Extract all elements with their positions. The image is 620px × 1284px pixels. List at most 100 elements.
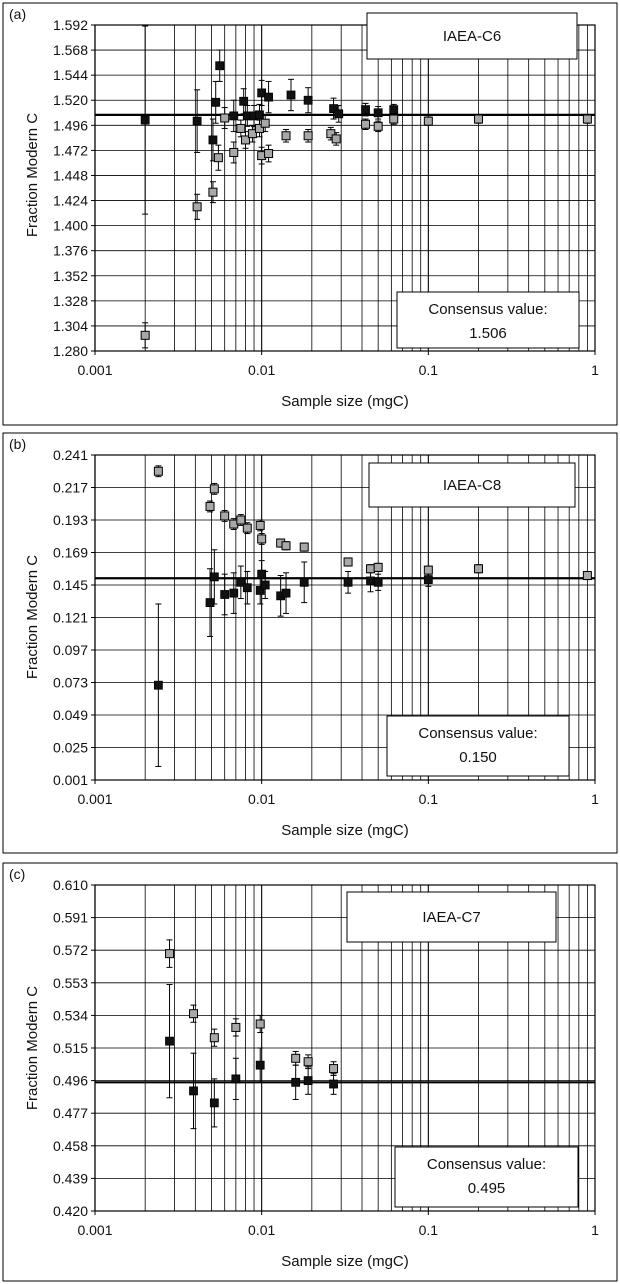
data-point-open	[255, 520, 265, 530]
y-tick-label: 1.472	[53, 142, 88, 158]
data-point-open	[366, 564, 376, 574]
data-point-filled	[242, 583, 252, 593]
data-point-open	[281, 541, 291, 551]
data-point-open	[209, 1033, 219, 1043]
y-tick-label: 1.328	[53, 293, 88, 309]
data-point-filled	[389, 105, 399, 115]
data-point-open	[582, 114, 592, 124]
y-tick-label: 1.448	[53, 167, 88, 183]
y-tick-label: 1.520	[53, 92, 88, 108]
data-point-open	[264, 149, 274, 159]
data-point-filled	[343, 577, 353, 587]
data-point-filled	[373, 108, 383, 118]
sample-name-box	[368, 462, 576, 508]
data-point-filled	[192, 116, 202, 126]
panel-label: (b)	[9, 436, 26, 452]
data-point-filled	[239, 96, 249, 106]
x-tick-label: 0.01	[248, 362, 275, 378]
data-point-filled	[299, 577, 309, 587]
y-tick-label: 0.145	[53, 577, 88, 593]
y-tick-label: 0.610	[53, 877, 88, 893]
data-point-open	[582, 571, 592, 581]
consensus-box	[394, 1146, 579, 1208]
x-axis-label: Sample size (mgC)	[281, 1253, 409, 1270]
data-point-filled	[165, 1036, 174, 1046]
data-point-open	[373, 562, 383, 572]
data-point-filled	[257, 569, 267, 579]
data-point-open	[153, 466, 163, 476]
data-point-filled	[329, 1079, 338, 1089]
data-point-open	[299, 542, 309, 552]
y-tick-label: 1.280	[53, 343, 88, 359]
axes-frame	[94, 24, 596, 352]
y-tick-label: 0.515	[53, 1040, 88, 1056]
series-open-square	[140, 107, 592, 349]
data-point-open	[281, 131, 291, 141]
data-point-filled	[361, 105, 370, 115]
consensus-label: Consensus value:	[418, 725, 537, 742]
x-tick-label: 1	[591, 1222, 599, 1238]
y-tick-label: 0.496	[53, 1073, 88, 1089]
data-point-open	[303, 131, 313, 141]
y-tick-label: 0.049	[53, 707, 88, 723]
data-point-filled	[334, 109, 344, 119]
data-point-open	[343, 557, 353, 567]
data-point-open	[423, 565, 433, 575]
data-point-filled	[209, 1098, 219, 1108]
data-point-open	[140, 330, 150, 340]
y-tick-label: 0.534	[53, 1007, 88, 1023]
y-tick-label: 0.073	[53, 675, 88, 691]
y-tick-label: 1.400	[53, 218, 88, 234]
data-point-open	[291, 1053, 301, 1063]
data-point-filled	[329, 104, 338, 113]
data-point-filled	[220, 590, 230, 599]
data-point-filled	[291, 1077, 301, 1087]
consensus-box	[396, 291, 580, 349]
data-point-filled	[229, 588, 239, 598]
y-tick-label: 1.496	[53, 117, 88, 133]
data-point-open	[373, 121, 383, 131]
x-tick-label: 0.01	[248, 791, 275, 807]
y-tick-label: 0.217	[53, 480, 88, 496]
x-tick-label: 0.001	[77, 1222, 112, 1238]
panel-label: (a)	[9, 6, 26, 22]
consensus-value: 0.495	[468, 1180, 506, 1197]
panel-b: 0.241 0.217 0.193 0.169 0.145 0.121 0.097 0.073…	[2, 432, 618, 854]
y-axis-label: Fraction Modern C	[24, 555, 41, 679]
data-point-open	[241, 135, 251, 145]
y-tick-label: 1.424	[53, 193, 88, 209]
data-point-open	[236, 515, 246, 525]
y-tick-label: 0.572	[53, 942, 88, 958]
data-point-filled	[255, 1060, 265, 1070]
data-point-open	[254, 123, 264, 133]
y-tick-label: 0.420	[53, 1203, 88, 1219]
data-point-filled	[303, 95, 313, 105]
data-point-open	[255, 1019, 265, 1029]
data-point-filled	[205, 598, 215, 608]
panel-c: 0.610 0.591 0.572 0.553 0.534 0.515 0.496 0.477…	[2, 862, 618, 1282]
series-open-square	[153, 465, 592, 581]
y-tick-label: 1.544	[53, 67, 88, 83]
y-tick-label: 0.169	[53, 545, 88, 561]
y-tick-label: 1.376	[53, 243, 88, 259]
data-point-open	[236, 123, 246, 133]
data-point-filled	[286, 90, 296, 100]
y-tick-label: 1.592	[53, 17, 88, 33]
x-axis-label: Sample size (mgC)	[281, 393, 409, 410]
data-point-open	[247, 129, 257, 139]
data-point-filled	[264, 92, 273, 102]
data-point-filled	[229, 111, 239, 121]
data-point-filled	[209, 572, 219, 582]
data-point-open	[192, 202, 202, 212]
y-tick-label: 0.458	[53, 1138, 88, 1154]
data-point-open	[220, 113, 230, 123]
y-tick-label: 1.304	[53, 318, 88, 334]
panel-frame	[2, 432, 618, 854]
consensus-value: 0.150	[459, 749, 497, 766]
data-point-open	[229, 147, 239, 157]
data-point-open	[231, 1022, 241, 1032]
series-filled-square	[153, 549, 433, 767]
data-point-open	[361, 119, 371, 129]
